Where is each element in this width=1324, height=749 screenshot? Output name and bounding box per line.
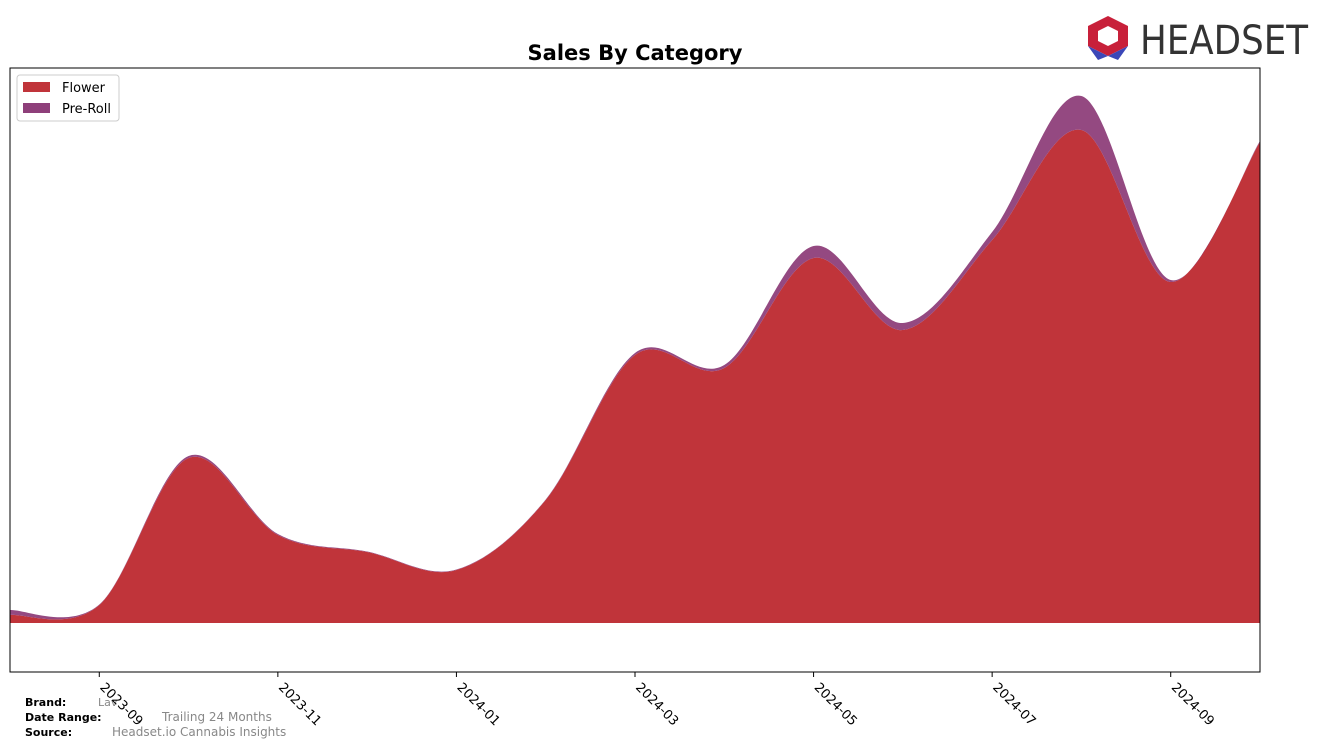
area — [10, 129, 1260, 623]
footer-value: Headset.io Cannabis Insights — [112, 725, 286, 739]
chart-title: Sales By Category — [528, 41, 743, 65]
x-tick-label: 2024-03 — [632, 680, 681, 729]
logo-icon-part — [1108, 46, 1128, 60]
x-tick-label: 2024-05 — [811, 680, 860, 729]
logo-icon-part — [1088, 46, 1108, 60]
x-tick-label: 2023-11 — [275, 680, 324, 729]
footer-label: Brand: — [25, 696, 66, 709]
footer-value: Trailing 24 Months — [161, 710, 272, 724]
x-tick-label: 2024-07 — [989, 680, 1038, 729]
logo-text: HEADSET — [1140, 18, 1308, 64]
legend-label: Flower — [62, 81, 106, 96]
x-tick-label: 2024-01 — [454, 680, 503, 729]
footer-label: Source: — [25, 726, 72, 739]
legend-swatch — [23, 82, 50, 92]
logo: HEADSET — [1088, 16, 1308, 64]
logo-icon-inner — [1098, 26, 1118, 46]
legend-swatch — [23, 103, 50, 113]
legend: Flower Pre-Roll — [16, 74, 120, 122]
x-tick-label: 2024-09 — [1168, 680, 1217, 729]
legend-label: Pre-Roll — [62, 102, 111, 117]
footer-value: Lav — [98, 696, 118, 709]
footer: Brand: Lav Date Range: Trailing 24 Month… — [25, 696, 286, 739]
areas — [10, 95, 1260, 623]
footer-label: Date Range: — [25, 711, 102, 724]
